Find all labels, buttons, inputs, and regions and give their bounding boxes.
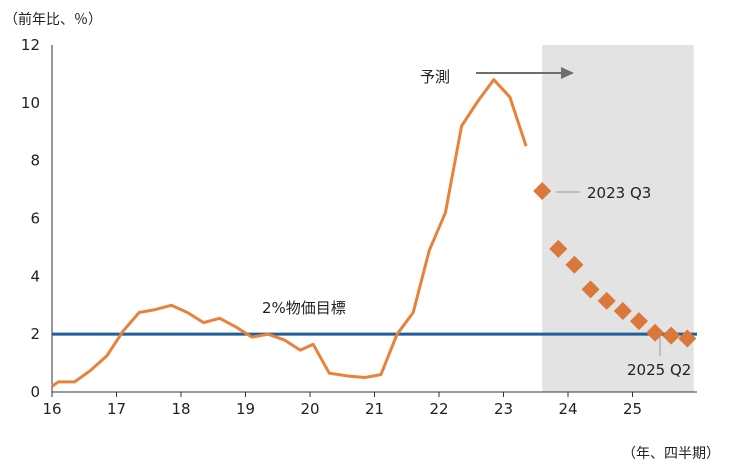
target-line-label: 2%物価目標 — [262, 299, 346, 317]
x-tick-label: 22 — [429, 400, 448, 418]
forecast-point — [678, 329, 697, 348]
first-forecast-point-label: 2023 Q3 — [587, 184, 651, 202]
y-tick-label: 4 — [30, 267, 40, 285]
forecast-point — [613, 302, 632, 321]
x-unit-label: （年、四半期） — [622, 446, 720, 462]
series-layer — [51, 78, 697, 388]
y-tick-label: 0 — [30, 383, 40, 401]
forecast-point — [662, 326, 681, 345]
y-tick-label: 8 — [30, 152, 40, 170]
y-tick-label: 12 — [21, 36, 40, 54]
x-tick-label: 25 — [623, 400, 642, 418]
y-tick-label: 10 — [21, 94, 40, 112]
x-tick-label: 19 — [236, 400, 255, 418]
forecast-point — [581, 280, 600, 299]
forecast-point — [565, 255, 584, 274]
y-unit-label: （前年比、％） — [4, 11, 102, 28]
forecast-label: 予測 — [420, 68, 450, 86]
forecast-point — [533, 182, 552, 201]
forecast-point — [549, 239, 568, 258]
x-tick-label: 16 — [42, 400, 61, 418]
forecast-point — [597, 291, 616, 310]
x-tick-label: 18 — [171, 400, 190, 418]
x-tick-label: 20 — [300, 400, 319, 418]
x-tick-label: 24 — [558, 400, 577, 418]
actual-cpi-line — [51, 78, 528, 388]
x-tick-label: 23 — [494, 400, 513, 418]
forecast-point — [629, 312, 648, 331]
x-tick-label: 21 — [365, 400, 384, 418]
y-tick-label: 2 — [30, 325, 40, 343]
y-tick-label: 6 — [30, 210, 40, 228]
target-reach-point-label: 2025 Q2 — [627, 361, 691, 379]
x-tick-label: 17 — [107, 400, 126, 418]
forecast-arrow-head — [561, 67, 574, 79]
